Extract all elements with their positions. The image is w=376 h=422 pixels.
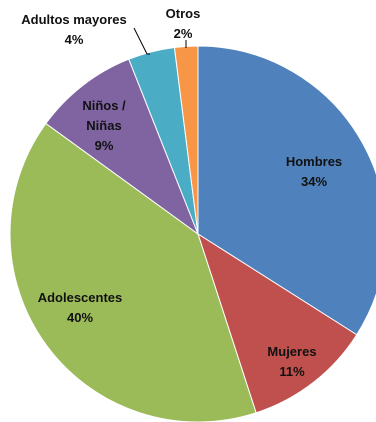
slices-layer <box>9 45 376 422</box>
pie-slice-ninos-ninas <box>45 58 200 236</box>
slice-label-mujeres: Mujeres 11% <box>267 344 316 379</box>
labels-layer: Hombres 34% Mujeres 11% Adolescentes 40% Niños… <box>21 6 342 379</box>
slice-label-otros: Otros 2% <box>166 6 201 41</box>
slice-label-hombres: Hombres 34% <box>286 154 342 189</box>
leader-line-adultos-mayores <box>133 27 150 55</box>
leaders-layer <box>133 27 187 55</box>
slice-label-adultos-mayores: Adultos mayores 4% <box>21 12 126 47</box>
slice-label-adolescentes: Adolescentes 40% <box>38 290 123 325</box>
pie-slice-mujeres <box>197 232 358 414</box>
slice-label-ninos-ninas: Niños / Niñas 9% <box>82 98 126 153</box>
pie-slice-hombres <box>197 45 376 336</box>
